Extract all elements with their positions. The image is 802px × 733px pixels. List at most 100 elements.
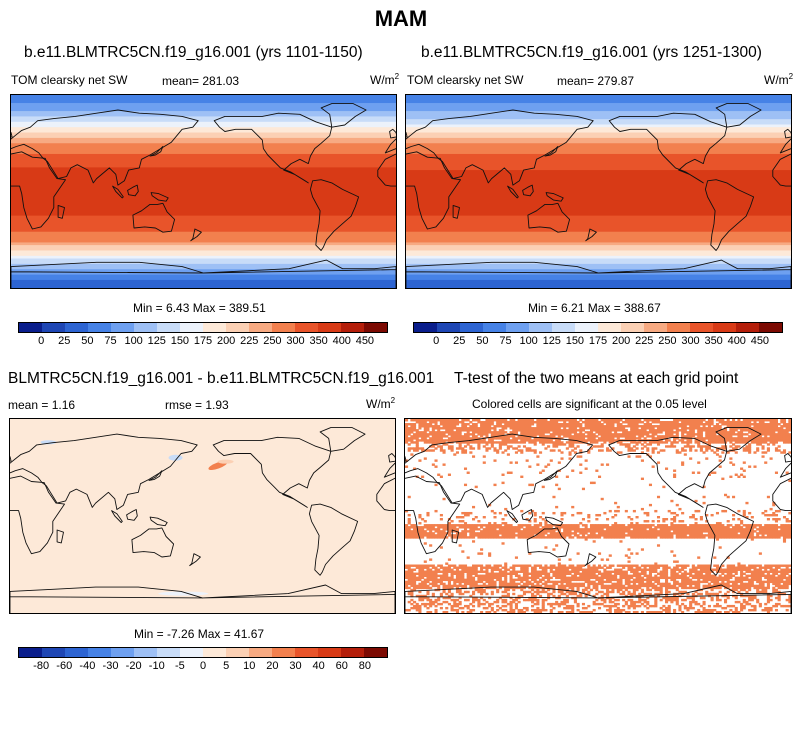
colorbar-swatch bbox=[42, 323, 65, 332]
colorbar-swatch bbox=[272, 323, 295, 332]
panel3-rmse: rmse = 1.93 bbox=[165, 398, 229, 412]
diff-anomalies bbox=[40, 440, 234, 596]
colorbar-swatch bbox=[598, 323, 621, 332]
colorbar-swatch bbox=[364, 648, 387, 657]
panel3-mean: mean = 1.16 bbox=[8, 398, 76, 412]
colorbar-swatch bbox=[295, 648, 318, 657]
colorbar-tick-label: 20 bbox=[266, 660, 279, 672]
coastlines bbox=[405, 427, 791, 613]
colorbar-tick-label: 225 bbox=[635, 335, 654, 347]
panel2-colorbar bbox=[413, 322, 783, 333]
panel2-map bbox=[405, 94, 792, 289]
colorbar-tick-label: 250 bbox=[263, 335, 282, 347]
colorbar-tick-label: 40 bbox=[312, 660, 325, 672]
colorbar-swatch bbox=[19, 648, 42, 657]
colorbar-swatch bbox=[42, 648, 65, 657]
panel1-colorbar bbox=[18, 322, 388, 333]
panel2-minmax: Min = 6.21 Max = 388.67 bbox=[528, 301, 661, 315]
colorbar-swatch bbox=[203, 323, 226, 332]
colorbar-swatch bbox=[88, 648, 111, 657]
sw-field bbox=[406, 95, 791, 288]
colorbar-swatch bbox=[134, 648, 157, 657]
coastlines bbox=[11, 103, 396, 288]
panel2-variable: TOM clearsky net SW bbox=[407, 73, 524, 87]
sw-field bbox=[11, 95, 396, 288]
panel1-mean: mean= 281.03 bbox=[162, 74, 240, 88]
colorbar-tick-label: 30 bbox=[289, 660, 302, 672]
colorbar-swatch bbox=[295, 323, 318, 332]
panel1-title: b.e11.BLMTRC5CN.f19_g16.001 (yrs 1101-11… bbox=[24, 44, 363, 61]
colorbar-tick-label: 175 bbox=[193, 335, 213, 347]
colorbar-swatch bbox=[364, 323, 387, 332]
colorbar-tick-label: 150 bbox=[565, 335, 585, 347]
colorbar-tick-label: 50 bbox=[81, 335, 94, 347]
diff-field bbox=[10, 419, 395, 613]
colorbar-swatch bbox=[460, 323, 483, 332]
panel3-map bbox=[9, 418, 396, 614]
panel3-units: W/m2 bbox=[366, 396, 396, 411]
colorbar-tick-label: 10 bbox=[243, 660, 256, 672]
colorbar-tick-label: 400 bbox=[727, 335, 746, 347]
colorbar-tick-label: 75 bbox=[104, 335, 117, 347]
colorbar-tick-label: 75 bbox=[499, 335, 512, 347]
colorbar-tick-label: 25 bbox=[453, 335, 466, 347]
colorbar-tick-label: 300 bbox=[286, 335, 305, 347]
colorbar-swatch bbox=[414, 323, 437, 332]
colorbar-swatch bbox=[134, 323, 157, 332]
coastlines bbox=[10, 427, 395, 613]
colorbar-tick-label: -5 bbox=[174, 660, 185, 672]
colorbar-tick-label: 80 bbox=[358, 660, 371, 672]
colorbar-swatch bbox=[506, 323, 529, 332]
colorbar-swatch bbox=[226, 648, 249, 657]
colorbar-swatch bbox=[157, 648, 180, 657]
colorbar-swatch bbox=[621, 323, 644, 332]
colorbar-tick-label: 0 bbox=[433, 335, 440, 347]
colorbar-swatch bbox=[180, 323, 203, 332]
panel4-subtitle: Colored cells are significant at the 0.0… bbox=[472, 397, 707, 411]
colorbar-swatch bbox=[318, 323, 341, 332]
significant-cells bbox=[405, 419, 791, 613]
colorbar-tick-label: 225 bbox=[240, 335, 259, 347]
panel1-units: W/m2 bbox=[370, 72, 400, 87]
colorbar-swatch bbox=[180, 648, 203, 657]
colorbar-swatch bbox=[341, 323, 364, 332]
colorbar-tick-label: -60 bbox=[56, 660, 73, 672]
colorbar-tick-label: 200 bbox=[216, 335, 236, 347]
colorbar-swatch bbox=[483, 323, 506, 332]
colorbar-swatch bbox=[249, 648, 272, 657]
panel4-title: T-test of the two means at each grid poi… bbox=[454, 370, 739, 387]
colorbar-tick-label: 400 bbox=[332, 335, 351, 347]
colorbar-tick-label: 350 bbox=[309, 335, 328, 347]
panel3-title: BLMTRC5CN.f19_g16.001 - b.e11.BLMTRC5CN.… bbox=[8, 370, 435, 387]
colorbar-tick-label: 100 bbox=[519, 335, 538, 347]
colorbar-swatch bbox=[249, 323, 272, 332]
colorbar-tick-label: -40 bbox=[79, 660, 96, 672]
colorbar-tick-label: 25 bbox=[58, 335, 71, 347]
colorbar-swatch bbox=[736, 323, 759, 332]
panel1-minmax: Min = 6.43 Max = 389.51 bbox=[133, 301, 266, 315]
colorbar-swatch bbox=[65, 323, 88, 332]
panel2-units: W/m2 bbox=[764, 72, 794, 87]
colorbar-tick-label: 5 bbox=[223, 660, 230, 672]
colorbar-tick-label: 450 bbox=[355, 335, 375, 347]
colorbar-swatch bbox=[575, 323, 598, 332]
colorbar-swatch bbox=[203, 648, 226, 657]
colorbar-tick-label: 0 bbox=[199, 660, 207, 672]
colorbar-tick-label: -80 bbox=[33, 660, 50, 672]
panel1-variable: TOM clearsky net SW bbox=[11, 73, 128, 87]
colorbar-swatch bbox=[111, 323, 134, 332]
colorbar-tick-label: 50 bbox=[476, 335, 489, 347]
figure-title: MAM bbox=[374, 6, 428, 31]
colorbar-swatch bbox=[65, 648, 88, 657]
colorbar-swatch bbox=[667, 323, 690, 332]
colorbar-tick-label: 250 bbox=[658, 335, 677, 347]
colorbar-tick-label: 60 bbox=[335, 660, 348, 672]
panel3-colorbar bbox=[18, 647, 388, 658]
colorbar-tick-label: 450 bbox=[750, 335, 770, 347]
colorbar-tick-label: 150 bbox=[170, 335, 190, 347]
colorbar-tick-label: 200 bbox=[611, 335, 631, 347]
colorbar-swatch bbox=[644, 323, 667, 332]
colorbar-swatch bbox=[529, 323, 552, 332]
panel4-map bbox=[404, 418, 792, 614]
panel2-mean: mean= 279.87 bbox=[557, 74, 635, 88]
